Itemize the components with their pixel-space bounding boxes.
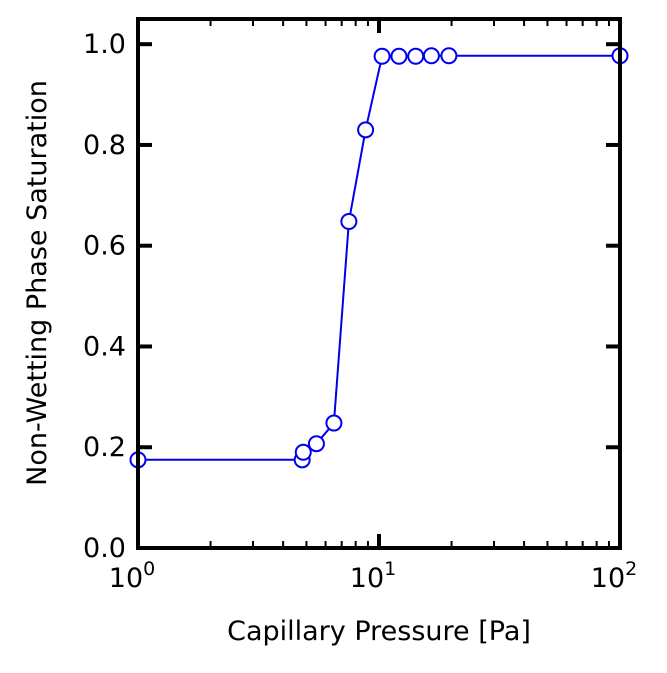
data-point bbox=[307, 435, 325, 453]
y-tick-label: 0.0 bbox=[83, 533, 126, 564]
y-tick-label: 0.8 bbox=[83, 130, 126, 161]
data-point bbox=[357, 121, 375, 139]
data-point bbox=[390, 47, 408, 65]
x-tick-label: 100 bbox=[109, 558, 155, 594]
y-tick-label: 0.6 bbox=[83, 231, 126, 262]
major-ticks bbox=[136, 19, 622, 550]
data-point bbox=[440, 47, 458, 65]
data-point bbox=[407, 47, 425, 65]
y-tick-label: 0.4 bbox=[83, 331, 126, 362]
y-axis-label: Non-Wetting Phase Saturation bbox=[22, 80, 53, 486]
data-point bbox=[373, 47, 391, 65]
tick-labels: 100 101 102 0.0 0.2 0.4 0.6 0.8 1.0 bbox=[83, 29, 637, 594]
data-point bbox=[294, 443, 312, 461]
series-line bbox=[138, 54, 620, 461]
y-tick-label: 1.0 bbox=[83, 29, 126, 60]
data-series bbox=[129, 47, 629, 469]
x-tick-label: 102 bbox=[591, 558, 637, 594]
y-tick-label: 0.2 bbox=[83, 432, 126, 463]
data-point bbox=[422, 47, 440, 65]
data-point bbox=[325, 414, 343, 432]
data-point bbox=[340, 213, 358, 231]
x-tick-label: 101 bbox=[350, 558, 396, 594]
plot-frame bbox=[136, 17, 622, 550]
x-minor-ticks bbox=[209, 19, 610, 548]
x-axis-label: Capillary Pressure [Pa] bbox=[227, 616, 531, 647]
